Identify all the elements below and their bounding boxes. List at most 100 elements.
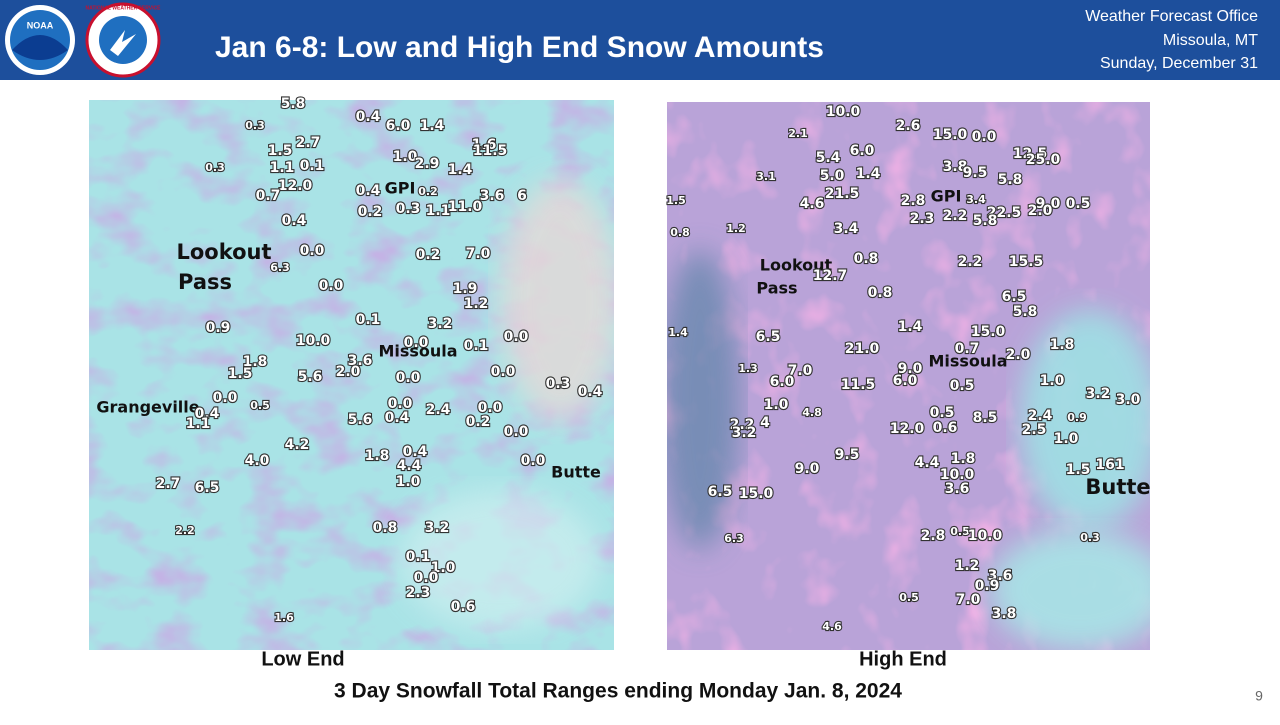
snow-amount: 7.0 [788,363,813,379]
snow-amount: 15.0 [971,324,1006,340]
snow-amount: 0.5 [1066,196,1091,212]
snow-amount: 2.8 [901,193,926,209]
snow-amount: 2.4 [1028,408,1053,424]
snow-amount: 1.5 [228,366,253,382]
snow-amount: 0.5 [950,525,970,538]
snow-amount: 2.7 [296,135,321,151]
snow-amount: 1.4 [420,118,445,134]
snow-amount: 0.8 [868,285,893,301]
snow-amount: 3.2 [428,316,453,332]
snow-amount: 12.0 [278,178,313,194]
snow-amount: 3.6 [348,353,373,369]
place-label: Pass [756,279,797,298]
snow-amount: 2.3 [910,211,935,227]
snow-amount: 0.0 [414,570,439,586]
snow-amount: 2.8 [921,528,946,544]
snow-amount: 6.0 [386,118,411,134]
snow-amount: 6 [517,188,527,204]
snow-amount: 3.2 [1086,386,1111,402]
snow-amount: 6.5 [708,484,733,500]
snow-amount: 4.6 [822,620,842,633]
snow-amount: 0.4 [356,109,381,125]
snow-amount: 5.8 [281,96,306,112]
place-label: Lookout [760,256,833,275]
noaa-logo: NOAA [5,5,75,75]
snow-amount: 0.5 [930,405,955,421]
snow-amount: 2.0 [336,364,361,380]
snow-amount: 22.5 [987,205,1022,221]
snow-amount: 0.2 [416,247,441,263]
snow-amount: 0.4 [282,213,307,229]
snow-amount: 0.5 [950,378,975,394]
snow-amount: 0.0 [388,396,413,412]
snow-amount: 3.6 [945,481,970,497]
snow-amount: 0.9 [975,578,1000,594]
snow-amount: 0.0 [319,278,344,294]
snow-amount: 0.2 [466,414,491,430]
snow-amount: 0.4 [195,406,220,422]
snow-amount: 25.0 [1026,152,1061,168]
snow-amount: 0.0 [504,329,529,345]
snow-amount: 0.0 [521,453,546,469]
snow-amount: 2.9 [415,156,440,172]
snow-amount: 12.7 [813,268,848,284]
map-caption: High End [859,648,947,670]
snow-amount: 11.5 [841,377,876,393]
snow-amount: 3.2 [732,425,757,441]
snow-amount: 0.3 [396,201,421,217]
snow-amount: 4.4 [397,458,422,474]
snow-amount: 1.2 [464,296,489,312]
snow-amount: 4.2 [285,437,310,453]
snow-amount: 9.0 [795,461,820,477]
logo-text: NATIONAL WEATHER SERVICE [86,5,162,11]
snow-amount: 1.0 [1040,373,1065,389]
snow-amount: 12.5 [1013,146,1048,162]
snow-amount: 5.6 [348,412,373,428]
snow-amount: 1.4 [448,162,473,178]
snow-amount: 161 [1095,457,1124,473]
snow-amount: 4.8 [802,406,822,419]
snow-amount: 1.8 [1050,337,1075,353]
snow-amount: 6.5 [1002,289,1027,305]
snow-amount: 11.0 [448,199,483,215]
snow-amount: 2.2 [730,417,755,433]
snow-amount: 2.0 [1006,347,1031,363]
snow-amount: 6.0 [850,143,875,159]
snow-amount: 0.2 [358,204,383,220]
place-label: Butte [551,463,601,482]
snow-amount: 0.0 [491,364,516,380]
snow-amount: 1.8 [365,448,390,464]
snow-amount: 6.3 [270,261,290,274]
snow-amount: 0.4 [385,410,410,426]
snow-amount: 0.9 [1067,411,1087,424]
snow-amount: 1.1 [426,203,451,219]
snow-amount: 3.6 [480,188,505,204]
snow-amount: 5.8 [973,213,998,229]
snow-amount: 0.8 [670,226,690,239]
snow-amount: 4.0 [245,453,270,469]
snow-amount: 0.4 [356,183,381,199]
snow-amount: 0.3 [205,161,225,174]
snow-amount: 4 [760,415,770,431]
place-label: Butte [1085,475,1150,499]
snow-amount: 5.8 [998,172,1023,188]
snow-amount: 0.4 [578,384,603,400]
snow-amount: 0.1 [300,158,325,174]
snow-amount: 3.8 [992,606,1017,622]
snow-amount: 0.7 [955,341,980,357]
snow-amount: 1.5 [666,194,686,207]
footer-caption: 3 Day Snowfall Total Ranges ending Monda… [334,680,902,703]
snow-amount: 0.8 [373,520,398,536]
snow-amount: 2.2 [958,254,983,270]
snow-amount: 5.8 [1013,304,1038,320]
snow-amount: 1.5 [268,143,293,159]
snow-amount: 1.5 [1066,462,1091,478]
snow-amount: 2.6 [896,118,921,134]
snow-amount: 3.6 [988,568,1013,584]
snow-amount: 0.0 [404,335,429,351]
map-labels: 5.80.30.46.0 1.42.71.5 1.611.51.02.90.3 1.1… [96,95,1150,634]
place-label: Missoula [378,342,457,361]
place-label: Lookout [176,240,271,264]
